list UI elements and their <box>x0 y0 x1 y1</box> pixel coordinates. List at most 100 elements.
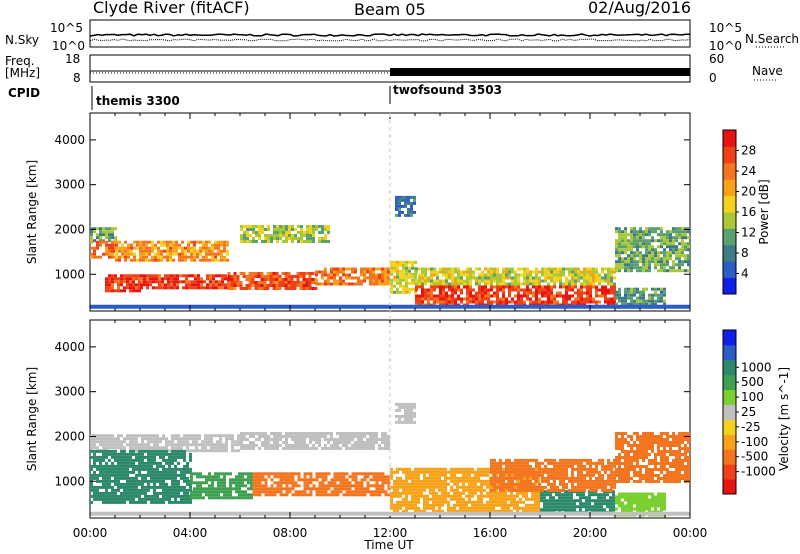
search-tick-top: 10^5 <box>709 21 742 35</box>
n-search-label: N.Search <box>745 32 800 46</box>
colorbar-swatch <box>723 195 736 213</box>
nave-tick-top: 60 <box>709 52 725 66</box>
echo-region-8 <box>395 402 416 424</box>
power-colorbar-label: Power [dB] <box>757 179 771 244</box>
colorbar-swatch <box>723 389 736 405</box>
nave-tick-bottom: 0 <box>709 71 717 85</box>
echo-region-2 <box>105 274 141 293</box>
colorbar-tick-label: 25 <box>741 405 756 419</box>
time-tick-label: 08:00 <box>273 526 308 540</box>
power-axes: 1000 2000 3000 4000 <box>54 113 691 311</box>
echo-region-4 <box>140 274 230 290</box>
colorbar-tick-label: 100 <box>741 390 764 404</box>
colorbar-tick-label: -1000 <box>741 465 776 479</box>
colorbar-swatch <box>723 130 736 147</box>
echo-region-2 <box>190 472 253 500</box>
colorbar-swatch <box>723 277 736 295</box>
echo-region-8 <box>390 260 417 294</box>
colorbar-swatch <box>723 464 736 480</box>
colorbar-swatch <box>723 162 736 180</box>
echo-region-9 <box>415 285 616 307</box>
time-tick-label: 12:00 <box>373 526 408 540</box>
echo-region-13 <box>615 287 666 309</box>
date-title: 02/Aug/2016 <box>588 0 692 17</box>
echo-region-5 <box>227 272 318 290</box>
colorbar-tick-label: -500 <box>741 450 768 464</box>
cpid-segment-1: themis 3300 <box>96 94 180 108</box>
power-ylabel: Slant Range [km] <box>25 160 39 264</box>
echo-region-6 <box>240 225 330 243</box>
sky-tick-bottom: 10^0 <box>52 39 85 53</box>
colorbar-tick-label: 500 <box>741 375 764 389</box>
colorbar-tick-label: 20 <box>741 185 756 199</box>
nave-label: Nave <box>752 64 783 78</box>
range-tick-label: 1000 <box>54 474 85 488</box>
freq-trace-twofsound <box>390 68 690 76</box>
colorbar-swatch <box>723 212 736 229</box>
station-title: Clyde River (fitACF) <box>93 0 250 17</box>
freq-tick-top: 18 <box>65 52 81 66</box>
echo-region-3 <box>115 240 229 262</box>
echo-region-12 <box>615 227 690 273</box>
time-tick-label: 16:00 <box>473 526 508 540</box>
colorbar-swatch <box>723 404 736 420</box>
freq-tick-bottom: 8 <box>73 71 81 85</box>
range-tick-label: 1000 <box>54 267 85 281</box>
colorbar-swatch <box>723 146 736 164</box>
range-tick-label: 4000 <box>54 133 85 147</box>
colorbar-tick-label: 16 <box>741 205 756 219</box>
colorbar-tick-label: 4 <box>741 267 749 281</box>
velocity-axes: 1000 2000 3000 4000 00:00 04:00 08:00 12:00 16:0… <box>54 320 707 540</box>
echo-region-7 <box>490 458 616 492</box>
velocity-ylabel: Slant Range [km] <box>25 367 39 471</box>
freq-unit-label: [MHz] <box>5 66 41 80</box>
power-heatmap <box>90 195 690 309</box>
n-sky-trace <box>89 33 690 37</box>
colorbar-swatch <box>723 228 736 246</box>
range-tick-label: 4000 <box>54 340 85 354</box>
time-axis-label: Time UT <box>363 538 414 552</box>
sky-tick-top: 10^5 <box>50 21 83 35</box>
echo-region-4 <box>252 472 391 497</box>
colorbar-swatch <box>723 449 736 465</box>
power-colorbar: 4 8 12 16 20 24 28 <box>722 129 756 295</box>
colorbar-swatch <box>723 374 736 391</box>
colorbar-swatch <box>723 244 736 262</box>
freq-traces <box>90 68 690 76</box>
range-tick-label: 2000 <box>54 429 85 443</box>
colorbar-swatch <box>723 344 736 361</box>
range-tick-label: 2000 <box>54 222 85 236</box>
freq-label: Freq. <box>5 54 35 68</box>
time-tick-label: 04:00 <box>173 526 208 540</box>
search-tick-bottom: 10^0 <box>709 39 742 53</box>
colorbar-tick-label: 8 <box>741 246 749 260</box>
colorbar-tick-label: -25 <box>741 420 761 434</box>
echo-region-11 <box>395 195 416 217</box>
colorbar-tick-label: -100 <box>741 435 768 449</box>
range-tick-label: 3000 <box>54 178 85 192</box>
colorbar-swatch <box>723 479 736 495</box>
echo-region-7 <box>315 267 390 286</box>
noise-panel-frame <box>89 19 691 48</box>
cpid-segment-2: twofsound 3503 <box>393 83 502 97</box>
colorbar-tick-label: 1000 <box>741 360 772 374</box>
colorbar-swatch <box>723 261 736 279</box>
echo-region-3 <box>240 432 390 450</box>
echo-region-10 <box>415 267 616 286</box>
colorbar-tick-label: 24 <box>741 164 756 178</box>
colorbar-swatch <box>723 179 736 197</box>
colorbar-tick-label: 12 <box>741 226 756 240</box>
time-tick-label: 00:00 <box>73 526 108 540</box>
velocity-colorbar-label: Velocity [m s^-1] <box>777 367 791 471</box>
colorbar-swatch <box>723 434 736 450</box>
cpid-label: CPID <box>8 86 41 100</box>
beam-title: Beam 05 <box>354 0 426 19</box>
echo-region-1 <box>90 449 192 504</box>
colorbar-swatch <box>723 330 736 346</box>
time-tick-label: 20:00 <box>573 526 608 540</box>
noise-traces <box>89 33 691 42</box>
time-tick-label: 00:00 <box>673 526 708 540</box>
range-tick-label: 3000 <box>54 385 85 399</box>
